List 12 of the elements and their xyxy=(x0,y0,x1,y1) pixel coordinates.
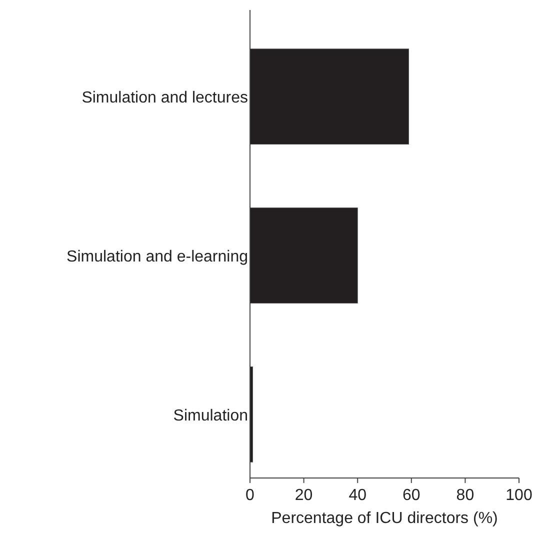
y-tick-label: Simulation xyxy=(173,407,248,424)
x-tick-label: 40 xyxy=(348,487,367,504)
y-tick-label: Simulation and e-learning xyxy=(66,248,248,266)
bar xyxy=(250,208,358,304)
x-axis-title: Percentage of ICU directors (%) xyxy=(271,510,498,527)
y-tick-label: Simulation and lectures xyxy=(82,90,248,107)
bar xyxy=(250,48,409,144)
x-tick-label: 20 xyxy=(294,487,313,504)
x-tick-label: 100 xyxy=(506,487,532,504)
x-tick-label: 0 xyxy=(246,487,255,504)
x-tick-label: 80 xyxy=(456,487,474,504)
x-tick-label: 60 xyxy=(402,487,420,504)
